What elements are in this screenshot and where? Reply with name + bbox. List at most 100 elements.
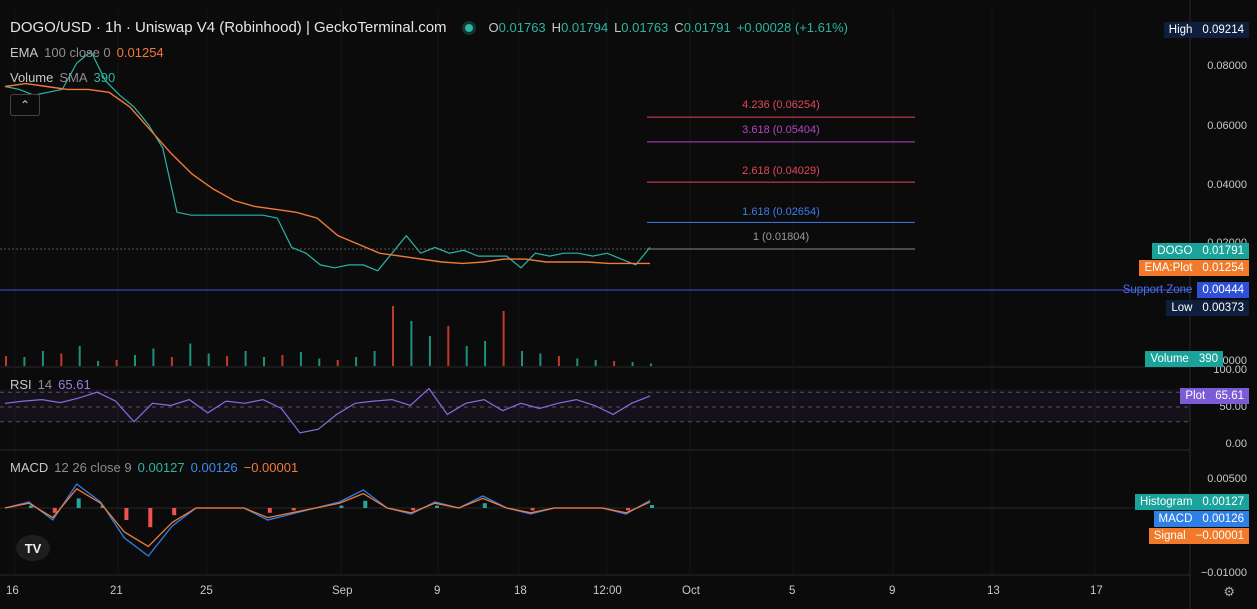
rsi-legend[interactable]: RSI 14 65.61 — [10, 377, 91, 392]
volume-bar — [207, 353, 210, 366]
macd-histogram-bar — [148, 508, 153, 528]
signal-line — [4, 487, 651, 548]
price-tick: 0.06000 — [1207, 120, 1247, 132]
volume-bar — [521, 351, 523, 366]
chevron-up-icon[interactable]: ⌃ — [10, 94, 40, 116]
time-tick: 25 — [200, 585, 213, 597]
time-tick: 9 — [434, 585, 441, 597]
time-tick: Sep — [332, 585, 353, 597]
macd-histogram-bar — [482, 503, 487, 508]
time-tick: 21 — [110, 585, 123, 597]
time-tick: 5 — [789, 585, 796, 597]
settings-gear-icon[interactable]: ⚙ — [1223, 584, 1235, 599]
volume-bar — [336, 360, 339, 366]
time-tick: 16 — [6, 585, 19, 597]
volume-bar — [447, 326, 450, 366]
fib-label-4236: 4.236 (0.06254) — [742, 99, 820, 111]
low-badge: Low 0.00373 — [1166, 300, 1249, 316]
volume-legend[interactable]: Volume SMA 390 — [10, 70, 116, 85]
volume-bar — [613, 361, 616, 366]
time-tick: 18 — [514, 585, 527, 597]
tradingview-logo[interactable]: TV — [16, 535, 50, 561]
ema-badge: EMA:Plot 0.01254 — [1139, 260, 1249, 276]
price-line — [4, 50, 651, 272]
macd-histogram-bar — [626, 508, 631, 511]
volume-bar — [226, 356, 229, 366]
volume-bar — [134, 355, 136, 366]
macd-histogram-bar — [530, 508, 535, 511]
macd-histogram-bar — [76, 498, 81, 508]
rsi-tick: 100.00 — [1213, 364, 1247, 376]
volume-bar — [355, 357, 358, 366]
volume-bar — [244, 351, 247, 366]
volume-bar — [373, 351, 376, 366]
volume-bar — [23, 357, 26, 366]
rsi-tick: 50.00 — [1219, 401, 1247, 413]
volume-bar — [299, 352, 302, 366]
live-status-icon — [464, 23, 473, 32]
volume-bar — [576, 358, 579, 366]
dogo-price-badge: DOGO 0.01791 — [1152, 243, 1249, 259]
rsi-tick: 0.00 — [1225, 438, 1247, 450]
macd-badge: MACD 0.00126 — [1153, 511, 1249, 527]
chart-title-row: DOGO/USD · 1h · Uniswap V4 (Robinhood) |… — [10, 19, 848, 36]
macd-histogram-bar — [267, 508, 272, 513]
macd-histogram-bar — [124, 508, 129, 520]
volume-bar — [465, 346, 468, 366]
volume-bar — [650, 363, 652, 366]
volume-bar — [152, 348, 155, 366]
volume-bar — [594, 360, 597, 366]
volume-bar — [484, 341, 487, 366]
macd-histogram-bar — [172, 508, 177, 516]
fib-label-3618: 3.618 (0.05404) — [742, 124, 820, 136]
macd-tick: 0.00500 — [1207, 473, 1247, 485]
time-tick: 17 — [1090, 585, 1103, 597]
price-tick: 0.04000 — [1207, 179, 1247, 191]
volume-bar — [428, 336, 431, 366]
macd-histogram-bar — [52, 508, 57, 513]
ema-legend[interactable]: EMA 100 close 0 0.01254 — [10, 45, 164, 60]
macd-histogram-bar — [100, 505, 105, 508]
volume-bar — [5, 356, 7, 366]
volume-bar — [189, 343, 192, 366]
fib-label-1618: 1.618 (0.02654) — [742, 206, 820, 218]
volume-badge: Volume 390 — [1145, 351, 1223, 367]
volume-bar — [281, 355, 284, 366]
macd-legend[interactable]: MACD 12 26 close 9 0.00127 0.00126 −0.00… — [10, 460, 299, 475]
macd-histogram-bar — [291, 508, 296, 511]
ohlc-values: O0.01763 H0.01794 L0.01763 C0.01791 +0.0… — [488, 20, 848, 35]
macd-histogram-bar — [339, 505, 344, 508]
volume-bar — [97, 361, 100, 366]
macd-histogram-bar — [363, 500, 368, 508]
time-tick: 13 — [987, 585, 1000, 597]
macd-tick: −0.01000 — [1200, 567, 1247, 579]
signal-badge: Signal −0.00001 — [1148, 528, 1249, 544]
volume-bar — [60, 353, 63, 366]
macd-histogram-bar — [411, 508, 416, 511]
volume-bar — [502, 311, 505, 366]
volume-bar — [115, 360, 118, 366]
volume-bar — [78, 346, 81, 366]
time-tick: Oct — [682, 585, 700, 597]
macd-histogram-bar — [650, 505, 654, 508]
rsi-line — [4, 387, 651, 434]
histogram-badge: Histogram 0.00127 — [1135, 494, 1249, 510]
volume-bar — [318, 358, 321, 366]
volume-bar — [539, 353, 542, 366]
rsi-badge: Plot 65.61 — [1180, 388, 1249, 404]
time-tick: 12:00 — [593, 585, 622, 597]
volume-bar — [170, 357, 173, 366]
volume-bar — [631, 362, 634, 366]
time-tick: 9 — [889, 585, 896, 597]
fib-label-1: 1 (0.01804) — [752, 231, 810, 243]
volume-bar — [392, 306, 394, 366]
macd-histogram-bar — [435, 505, 439, 508]
support-zone-badge: Support Zone 0.00444 — [1118, 282, 1249, 298]
macd-histogram-bar — [28, 505, 33, 508]
volume-bar — [41, 351, 44, 366]
price-tick: 0.08000 — [1207, 60, 1247, 72]
high-badge: High 0.09214 — [1163, 22, 1249, 38]
volume-bar — [410, 321, 413, 366]
macd-line — [4, 483, 651, 557]
